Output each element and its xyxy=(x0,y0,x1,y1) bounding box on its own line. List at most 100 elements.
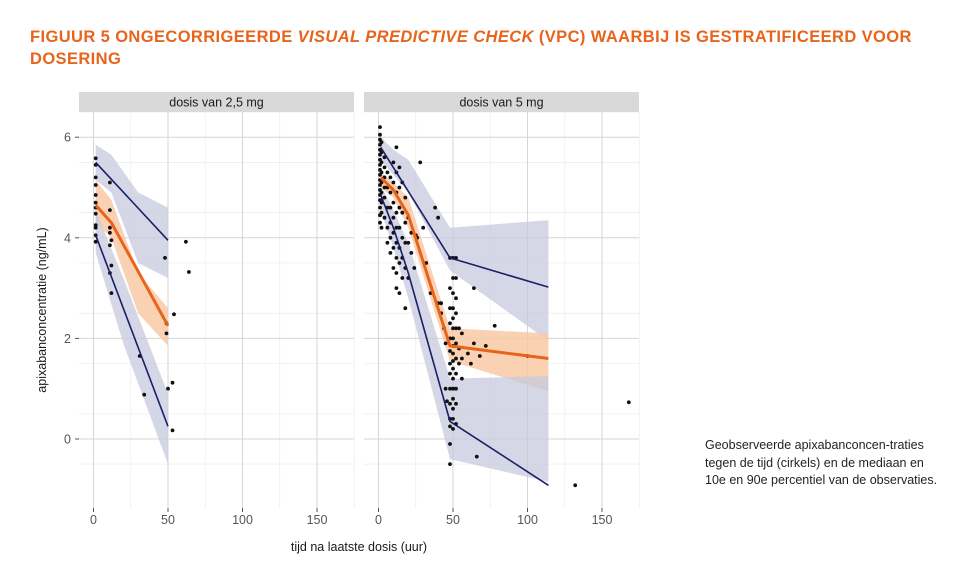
data-point xyxy=(448,286,452,290)
data-point xyxy=(382,215,387,220)
data-point xyxy=(403,220,408,225)
strip-header xyxy=(364,92,639,112)
data-point xyxy=(448,424,452,429)
data-point xyxy=(421,225,426,230)
data-point xyxy=(391,200,396,205)
data-point xyxy=(397,225,402,230)
x-tick-label: 50 xyxy=(161,513,175,527)
data-point xyxy=(379,180,384,185)
prediction-band xyxy=(380,172,549,392)
data-point xyxy=(397,291,402,295)
data-point xyxy=(394,210,399,215)
x-tick-label: 0 xyxy=(375,513,382,527)
data-point xyxy=(397,165,402,170)
data-point xyxy=(451,366,455,371)
data-point xyxy=(379,160,384,165)
data-point xyxy=(379,190,384,195)
data-point xyxy=(448,462,452,466)
data-point xyxy=(394,271,399,275)
data-point xyxy=(448,442,452,446)
data-point xyxy=(454,401,458,406)
data-point xyxy=(397,261,402,265)
data-point xyxy=(448,401,452,406)
data-point xyxy=(443,386,448,391)
data-point xyxy=(378,220,382,225)
data-point xyxy=(394,256,399,260)
data-point xyxy=(378,125,382,129)
data-point xyxy=(379,140,384,145)
data-point xyxy=(454,386,458,391)
data-point xyxy=(466,351,470,356)
data-point xyxy=(448,306,452,311)
data-point xyxy=(451,336,455,341)
data-point xyxy=(391,160,396,165)
data-point xyxy=(400,235,405,240)
data-point xyxy=(483,344,488,348)
data-point xyxy=(388,251,393,255)
data-point xyxy=(418,160,423,165)
data-point xyxy=(400,276,405,280)
data-point xyxy=(388,190,393,195)
strip-header xyxy=(79,92,354,112)
data-point xyxy=(379,170,384,175)
data-point xyxy=(388,205,393,210)
data-point xyxy=(170,428,175,433)
data-point xyxy=(409,251,414,255)
data-point xyxy=(451,276,455,280)
data-point xyxy=(448,321,452,326)
data-point xyxy=(391,215,396,220)
data-point xyxy=(142,392,147,397)
data-point xyxy=(451,326,455,331)
x-tick-label: 100 xyxy=(232,513,253,527)
x-tick-label: 150 xyxy=(592,513,613,527)
data-point xyxy=(403,240,408,245)
figure-caption: Geobserveerde apixabanconcen-traties teg… xyxy=(705,438,938,487)
panel-1: dosis van 2,5 mg 0 50 100 150 0 2 4 6 xyxy=(64,92,355,527)
data-point xyxy=(445,399,449,404)
data-point xyxy=(451,351,455,356)
figure-title: FIGUUR 5 ONGECORRIGEERDE VISUAL PREDICTI… xyxy=(30,26,950,70)
data-point xyxy=(451,306,455,311)
data-point xyxy=(164,331,169,336)
data-point xyxy=(93,200,98,205)
data-point xyxy=(573,483,578,488)
data-point xyxy=(166,386,170,391)
data-point xyxy=(397,205,402,210)
data-point xyxy=(108,180,112,185)
figure-title-prefix: FIGUUR 5 ONGECORRIGEERDE xyxy=(30,28,298,46)
x-tick-label: 100 xyxy=(517,513,538,527)
prediction-band xyxy=(380,185,549,482)
percentile-90-line xyxy=(95,161,169,241)
data-point xyxy=(93,175,98,180)
data-point xyxy=(109,291,114,295)
data-point xyxy=(108,225,112,230)
median-line xyxy=(379,176,549,360)
data-point xyxy=(448,371,452,376)
y-axis-title: apixabanconcentratie (ng/mL) xyxy=(35,227,49,392)
data-point xyxy=(492,323,497,328)
data-point xyxy=(448,349,452,353)
data-point xyxy=(433,205,437,210)
data-point xyxy=(451,316,455,321)
data-point xyxy=(460,376,464,381)
data-point xyxy=(93,193,98,197)
data-point xyxy=(388,235,393,240)
data-point xyxy=(385,170,390,175)
data-point xyxy=(391,180,396,185)
data-point xyxy=(172,312,176,317)
data-point xyxy=(382,185,387,190)
data-point xyxy=(109,263,114,268)
strip-label: dosis van 2,5 mg xyxy=(169,96,264,110)
data-point xyxy=(474,454,479,459)
data-point xyxy=(93,183,98,187)
data-point xyxy=(403,306,408,311)
data-point xyxy=(108,208,112,213)
data-point xyxy=(184,239,188,244)
data-point xyxy=(469,361,473,366)
data-point xyxy=(443,341,448,346)
data-point xyxy=(394,225,399,230)
y-tick-label: 4 xyxy=(64,231,71,245)
data-point xyxy=(454,326,458,331)
figure-title-suffix: (VPC) WAARBIJ IS GESTRATIFICEERD VOOR DO… xyxy=(30,28,912,68)
